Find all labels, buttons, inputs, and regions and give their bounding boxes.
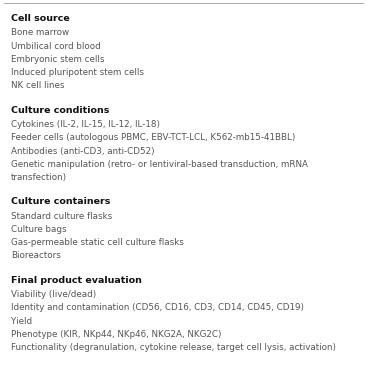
Text: Embryonic stem cells: Embryonic stem cells [11, 55, 105, 64]
Text: Culture bags: Culture bags [11, 225, 67, 234]
Text: Antibodies (anti-CD3, anti-CD52): Antibodies (anti-CD3, anti-CD52) [11, 147, 155, 156]
Text: Bone marrow: Bone marrow [11, 28, 69, 37]
Text: Final product evaluation: Final product evaluation [11, 276, 142, 285]
Text: Induced pluripotent stem cells: Induced pluripotent stem cells [11, 68, 144, 77]
Text: Phenotype (KIR, NKp44, NKp46, NKG2A, NKG2C): Phenotype (KIR, NKp44, NKp46, NKG2A, NKG… [11, 330, 222, 339]
Text: Genetic manipulation (retro- or lentiviral-based transduction, mRNA: Genetic manipulation (retro- or lentivir… [11, 160, 308, 169]
Text: Umbilical cord blood: Umbilical cord blood [11, 42, 101, 51]
Text: Standard culture flasks: Standard culture flasks [11, 212, 112, 221]
Text: Viability (live/dead): Viability (live/dead) [11, 290, 97, 299]
Text: NK cell lines: NK cell lines [11, 81, 65, 90]
Text: Cytokines (IL-2, IL-15, IL-12, IL-18): Cytokines (IL-2, IL-15, IL-12, IL-18) [11, 120, 160, 129]
Text: Culture conditions: Culture conditions [11, 105, 109, 114]
Text: transfection): transfection) [11, 173, 67, 182]
Text: Functionality (degranulation, cytokine release, target cell lysis, activation): Functionality (degranulation, cytokine r… [11, 343, 336, 352]
Text: Cell source: Cell source [11, 14, 70, 23]
Text: Gas-permeable static cell culture flasks: Gas-permeable static cell culture flasks [11, 238, 184, 247]
Text: Yield: Yield [11, 317, 32, 326]
Text: Bioreactors: Bioreactors [11, 251, 61, 260]
Text: Identity and contamination (CD56, CD16, CD3, CD14, CD45, CD19): Identity and contamination (CD56, CD16, … [11, 303, 304, 312]
Text: Feeder cells (autologous PBMC, EBV-TCT-LCL, K562-mb15-41BBL): Feeder cells (autologous PBMC, EBV-TCT-L… [11, 133, 295, 142]
Text: Culture containers: Culture containers [11, 197, 110, 206]
